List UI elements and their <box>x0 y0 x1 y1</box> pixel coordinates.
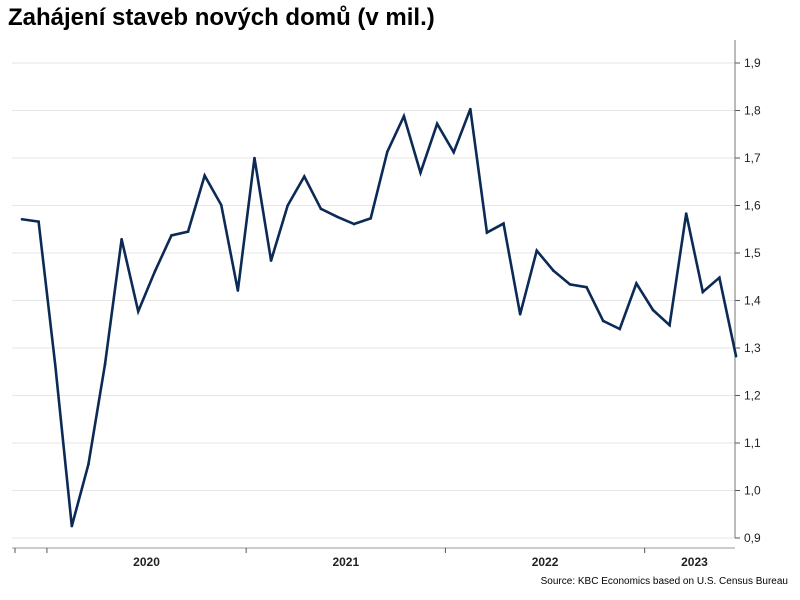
x-tick-label: 2022 <box>532 555 559 569</box>
data-point <box>469 107 472 111</box>
data-point <box>87 463 90 466</box>
data-point <box>535 249 539 252</box>
data-point <box>286 204 289 207</box>
data-point <box>518 312 522 316</box>
data-point <box>53 363 57 366</box>
source-note: Source: KBC Economics based on U.S. Cens… <box>540 576 788 587</box>
data-point <box>668 323 671 327</box>
data-point <box>684 212 688 215</box>
data-point <box>120 237 123 241</box>
axes <box>12 40 740 553</box>
data-point <box>419 171 422 175</box>
data-point <box>219 203 223 207</box>
data-point <box>701 290 705 294</box>
data-point <box>203 174 206 177</box>
data-point <box>485 231 489 234</box>
chart-title: Zahájení staveb nových domů (v mil.) <box>8 4 435 31</box>
data-point <box>236 289 240 292</box>
data-point <box>502 222 505 225</box>
y-tick-label: 1,5 <box>744 246 761 260</box>
data-point <box>70 524 74 528</box>
data-point <box>319 207 323 211</box>
x-tick-label: 2020 <box>133 555 160 569</box>
data-point <box>136 310 140 313</box>
data-point <box>601 319 605 323</box>
series-line <box>21 108 738 527</box>
x-tick-label: 2021 <box>332 555 359 569</box>
data-point <box>635 282 638 285</box>
data-point <box>718 276 721 280</box>
y-tick-label: 1,6 <box>744 199 761 213</box>
y-tick-label: 0,9 <box>744 531 761 545</box>
y-tick-label: 1,4 <box>744 294 761 308</box>
data-point <box>585 285 588 289</box>
data-point <box>386 150 389 154</box>
data-point <box>402 114 406 118</box>
x-tick-label: 2023 <box>681 555 708 569</box>
y-tick-label: 1,1 <box>744 436 761 450</box>
data-point <box>103 362 107 366</box>
y-tick-label: 1,2 <box>744 389 761 403</box>
tick-labels: 0,9 1,0 1,1 1,2 1,3 1,4 1,5 1,6 1,7 1,8 1,9 2020 202… <box>133 56 761 569</box>
data-point <box>352 222 356 226</box>
data-point <box>302 175 306 178</box>
y-tick-label: 1,3 <box>744 341 761 355</box>
y-tick-label: 1,8 <box>744 104 761 118</box>
data-point <box>336 215 339 219</box>
data-point <box>734 354 738 358</box>
y-tick-label: 1,0 <box>744 484 761 498</box>
data-point <box>435 122 439 126</box>
data-point <box>153 270 157 273</box>
data-point <box>568 283 572 286</box>
data-point <box>20 217 24 221</box>
gridlines <box>12 62 735 539</box>
data-point <box>186 230 190 233</box>
data-point <box>253 156 256 160</box>
y-tick-label: 1,9 <box>744 56 761 70</box>
data-point <box>369 217 372 220</box>
data-point <box>651 308 655 312</box>
data-point <box>452 151 456 154</box>
series-layer <box>20 107 738 528</box>
data-point <box>618 327 622 331</box>
data-point <box>552 269 555 272</box>
data-point <box>269 259 273 262</box>
data-point <box>37 220 40 223</box>
data-point <box>170 234 173 237</box>
y-tick-label: 1,7 <box>744 151 761 165</box>
